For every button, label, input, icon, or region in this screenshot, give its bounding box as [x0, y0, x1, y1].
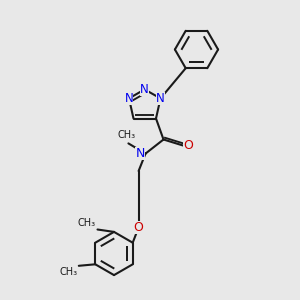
Text: N: N: [135, 147, 145, 160]
Text: O: O: [134, 221, 143, 234]
Text: CH₃: CH₃: [78, 218, 96, 228]
Text: N: N: [156, 92, 165, 105]
Text: CH₃: CH₃: [118, 130, 136, 140]
Text: O: O: [184, 139, 193, 152]
Text: CH₃: CH₃: [59, 267, 77, 277]
Text: N: N: [140, 83, 149, 96]
Text: N: N: [124, 92, 134, 105]
